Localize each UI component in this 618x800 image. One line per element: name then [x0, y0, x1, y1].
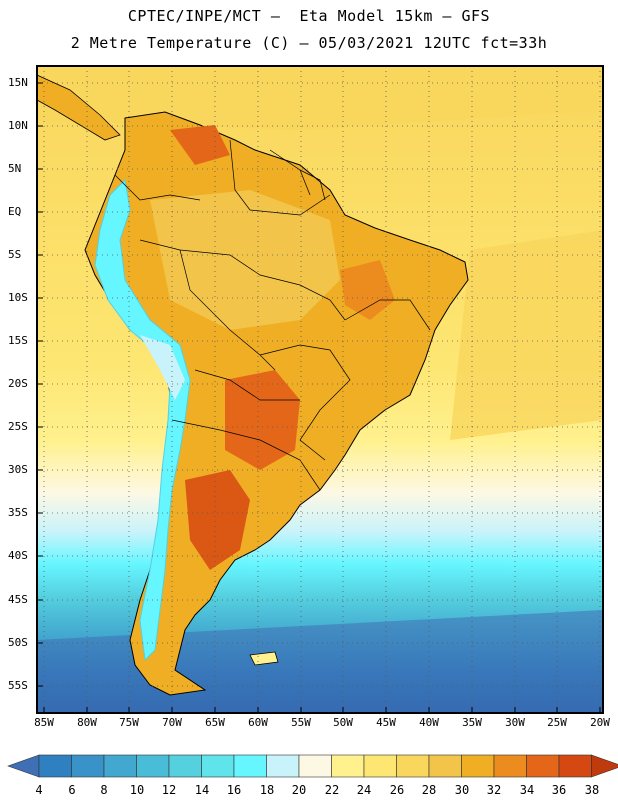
colorbar-segment — [136, 754, 170, 778]
lat-label: 55S — [8, 679, 28, 692]
lat-label: 5N — [8, 162, 22, 175]
lat-label: 20S — [8, 377, 28, 390]
colorbar-segment — [363, 754, 397, 778]
pampas-hot-region — [185, 470, 250, 570]
colorbar-label: 8 — [100, 783, 108, 797]
colorbar-segment — [493, 754, 527, 778]
lon-label: 30W — [505, 716, 525, 729]
colorbar-segment — [428, 754, 462, 778]
colorbar-segment — [396, 754, 430, 778]
lon-label: 55W — [291, 716, 311, 729]
colorbar-segment — [233, 754, 267, 778]
lat-label: 45S — [8, 593, 28, 606]
lon-label: 50W — [333, 716, 353, 729]
colorbar — [7, 754, 618, 778]
altiplano-cool — [140, 335, 185, 400]
lat-label: 15S — [8, 334, 28, 347]
colorbar-segment — [331, 754, 365, 778]
lon-label: 45W — [376, 716, 396, 729]
colorbar-segment — [168, 754, 202, 778]
colorbar-label: 4 — [35, 783, 43, 797]
northeast-warm-region — [340, 260, 395, 320]
caribbean-warm — [37, 66, 603, 130]
colorbar-segment — [266, 754, 300, 778]
ocean-warm-band — [450, 230, 603, 440]
lat-label: 50S — [8, 636, 28, 649]
lon-label: 85W — [34, 716, 54, 729]
colorbar-label: 12 — [161, 783, 177, 797]
lat-label: 25S — [8, 420, 28, 433]
map-frame — [36, 65, 604, 714]
lon-label: 25W — [547, 716, 567, 729]
colorbar-label: 24 — [356, 783, 372, 797]
lat-label: 10S — [8, 291, 28, 304]
lon-label: 70W — [162, 716, 182, 729]
map-title-line1: CPTEC/INPE/MCT – Eta Model 15km – GFS — [127, 7, 491, 25]
lat-label: 5S — [8, 248, 22, 261]
lon-label: 80W — [77, 716, 97, 729]
falkland-islands — [249, 651, 279, 666]
colorbar-segment — [461, 754, 495, 778]
colorbar-segment — [7, 754, 40, 778]
lat-label: EQ — [8, 205, 22, 218]
amazon-region — [150, 190, 340, 330]
lat-label: 30S — [8, 463, 28, 476]
colorbar-label: 30 — [454, 783, 470, 797]
lat-label: 40S — [8, 549, 28, 562]
lat-label: 10N — [8, 119, 28, 132]
colorbar-label: 22 — [324, 783, 340, 797]
colorbar-label: 32 — [486, 783, 502, 797]
colorbar-segment — [201, 754, 235, 778]
colorbar-label: 26 — [389, 783, 405, 797]
lon-label: 60W — [248, 716, 268, 729]
colorbar-segment — [38, 754, 72, 778]
lat-label: 15N — [8, 76, 28, 89]
lon-label: 20W — [590, 716, 610, 729]
venezuela-hot-region — [170, 125, 230, 165]
colorbar-segment — [298, 754, 332, 778]
lon-label: 40W — [419, 716, 439, 729]
lon-label: 65W — [205, 716, 225, 729]
country-borders — [114, 139, 431, 491]
central-america — [37, 74, 121, 141]
map-title-line2: 2 Metre Temperature (C) – 05/03/2021 12U… — [70, 34, 548, 52]
colorbar-segment — [526, 754, 560, 778]
colorbar-label: 14 — [194, 783, 210, 797]
colorbar-label: 16 — [226, 783, 242, 797]
lat-label: 35S — [8, 506, 28, 519]
colorbar-label: 6 — [68, 783, 76, 797]
colorbar-segment — [591, 754, 618, 778]
colorbar-segment — [558, 754, 592, 778]
axis-ticks — [37, 82, 601, 713]
lon-label: 75W — [119, 716, 139, 729]
colorbar-label: 20 — [291, 783, 307, 797]
colorbar-label: 36 — [551, 783, 567, 797]
colorbar-label: 28 — [421, 783, 437, 797]
colorbar-label: 18 — [259, 783, 275, 797]
lon-label: 35W — [462, 716, 482, 729]
chaco-hot-region — [225, 370, 300, 470]
colorbar-segment — [71, 754, 105, 778]
colorbar-label: 38 — [584, 783, 600, 797]
colorbar-label: 10 — [129, 783, 145, 797]
colorbar-segment — [103, 754, 137, 778]
colorbar-label: 34 — [519, 783, 535, 797]
